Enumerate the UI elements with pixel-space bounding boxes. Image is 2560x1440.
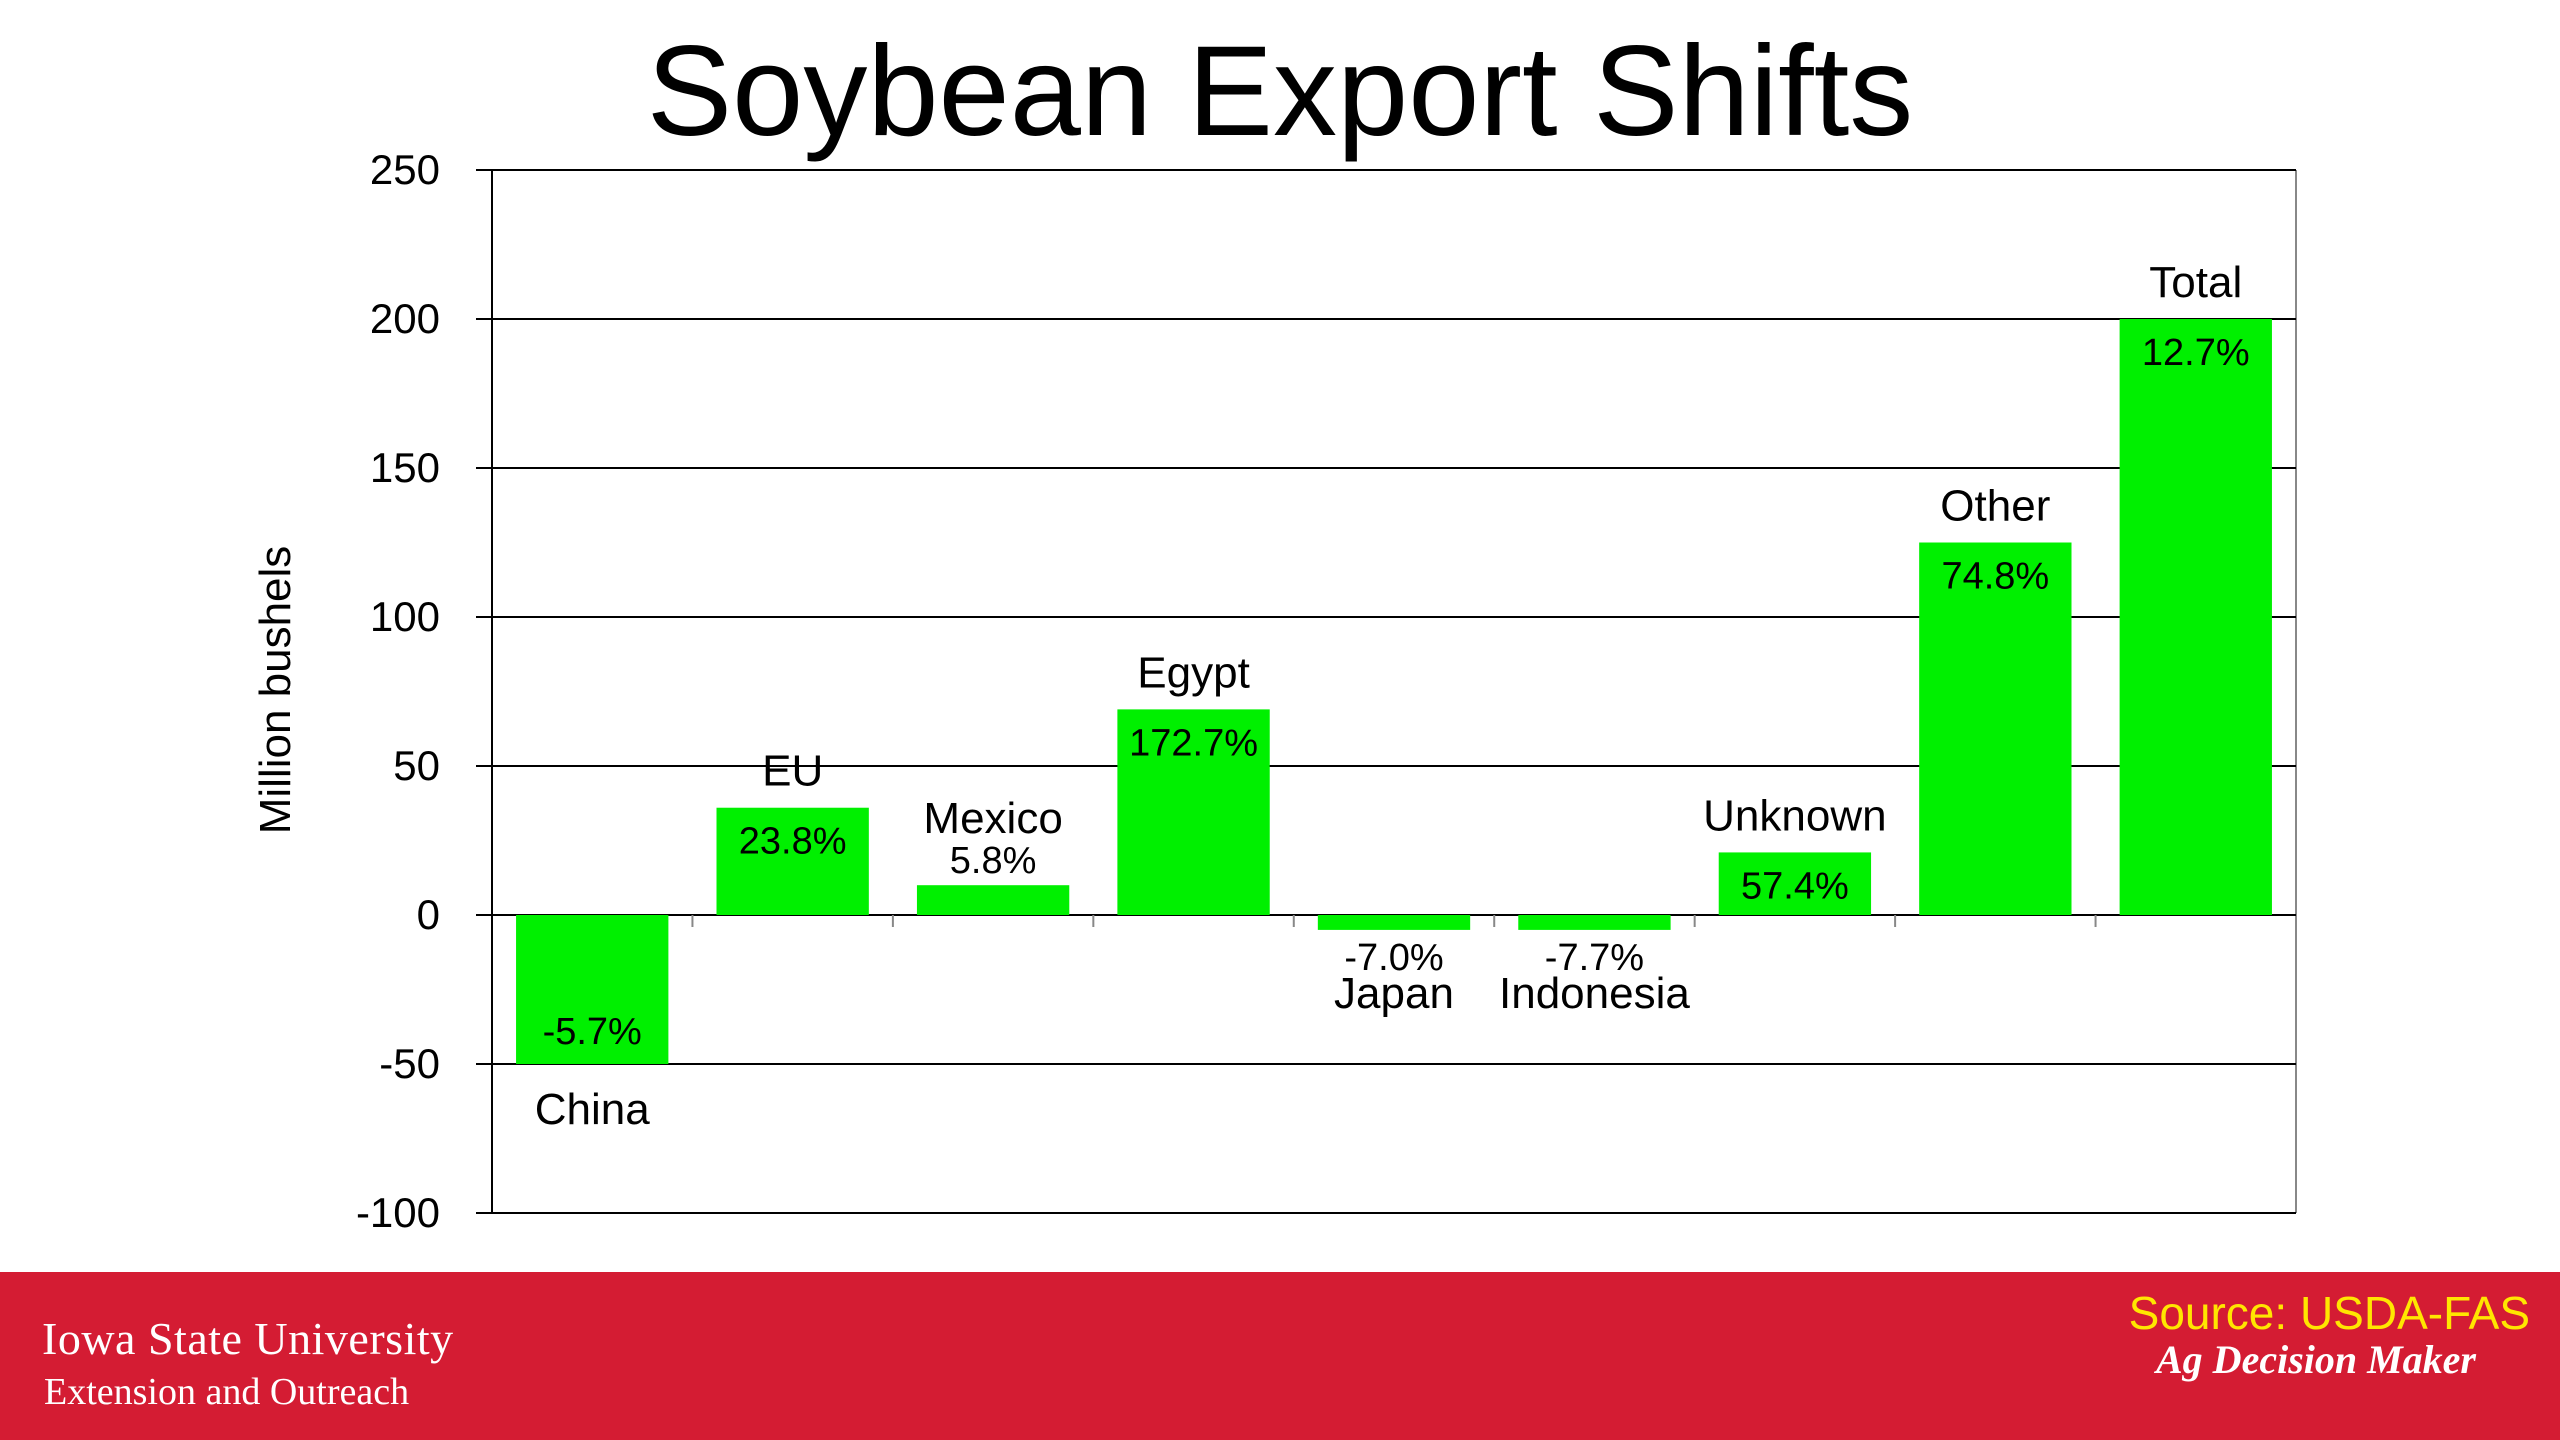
bar-chart: 250 200 150 100 50 0 -50 -100 China -5.7% EU 23.8%… xyxy=(251,146,2297,1236)
bars xyxy=(516,319,2272,1064)
y-axis: 250 200 150 100 50 0 -50 -100 xyxy=(356,146,493,1236)
data-label: 5.8% xyxy=(950,840,1037,882)
category-label: EU xyxy=(762,747,823,796)
y-tick-label: 100 xyxy=(370,593,440,640)
y-tick-label: 150 xyxy=(370,444,440,491)
y-tick-label: 0 xyxy=(417,891,440,938)
category-label: China xyxy=(535,1085,650,1134)
y-tick-label: 250 xyxy=(370,146,440,193)
bar xyxy=(916,885,1070,915)
y-tick-label: -50 xyxy=(379,1040,440,1087)
category-label: Japan xyxy=(1334,969,1454,1018)
data-label: -7.7% xyxy=(1545,937,1644,979)
footer-band: Iowa State University Extension and Outr… xyxy=(0,1272,2560,1440)
category-label: Egypt xyxy=(1137,648,1250,697)
category-label: Indonesia xyxy=(1499,969,1690,1018)
source-note: Source: USDA-FAS xyxy=(2128,1287,2530,1339)
y-tick-label: 200 xyxy=(370,295,440,342)
bar xyxy=(2119,319,2272,915)
category-label: Other xyxy=(1940,482,2050,531)
bar xyxy=(1518,915,1671,930)
category-label: Unknown xyxy=(1703,791,1886,840)
chart-title: Soybean Export Shifts xyxy=(646,20,1914,163)
data-label: -7.0% xyxy=(1344,937,1443,979)
category-label: Mexico xyxy=(923,794,1062,843)
bar xyxy=(1718,852,1872,915)
y-axis-label: Million bushels xyxy=(251,546,300,835)
bar xyxy=(1919,542,2072,915)
y-tick-label: 50 xyxy=(393,742,440,789)
university-name: Iowa State University xyxy=(42,1313,454,1364)
data-label: 23.8% xyxy=(739,821,847,863)
category-label: Total xyxy=(2149,258,2242,307)
data-label: 172.7% xyxy=(1129,722,1258,764)
data-label: 12.7% xyxy=(2142,332,2250,374)
data-label: 57.4% xyxy=(1741,865,1849,907)
bar xyxy=(716,807,869,915)
bar xyxy=(1317,915,1471,930)
y-tick-label: -100 xyxy=(356,1189,440,1236)
brand-name: Ag Decision Maker xyxy=(2156,1337,2476,1382)
bar xyxy=(516,915,669,1064)
data-label: 74.8% xyxy=(1941,556,2049,598)
data-label: -5.7% xyxy=(543,1011,642,1053)
bar xyxy=(1117,709,1270,915)
university-unit: Extension and Outreach xyxy=(44,1371,410,1413)
